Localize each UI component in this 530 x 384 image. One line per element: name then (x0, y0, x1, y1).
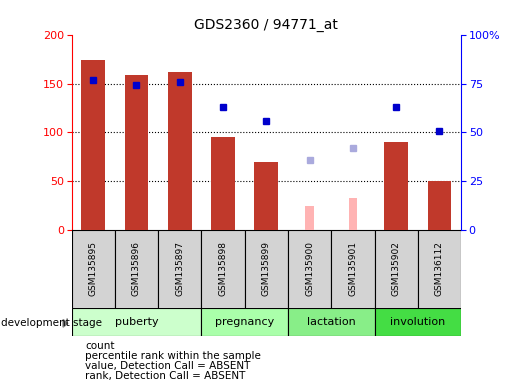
Text: percentile rank within the sample: percentile rank within the sample (85, 351, 261, 361)
Text: GSM135899: GSM135899 (262, 241, 271, 296)
Bar (428, 182, 452, 230)
Text: development stage: development stage (1, 318, 102, 328)
Text: GSM135896: GSM135896 (132, 241, 141, 296)
Text: value, Detection Call = ABSENT: value, Detection Call = ABSENT (85, 361, 251, 371)
Bar (245, 230, 288, 309)
Bar (305, 206, 314, 230)
Bar (115, 230, 158, 309)
Bar (288, 230, 331, 309)
Bar (158, 230, 201, 309)
Bar (384, 142, 408, 230)
Text: involution: involution (390, 317, 445, 327)
Bar (331, 230, 375, 309)
Bar (349, 198, 357, 230)
Text: GSM135898: GSM135898 (218, 241, 227, 296)
Text: puberty: puberty (114, 317, 158, 327)
Polygon shape (63, 319, 68, 327)
Bar (81, 60, 105, 230)
Text: rank, Detection Call = ABSENT: rank, Detection Call = ABSENT (85, 371, 246, 381)
Bar (72, 230, 115, 309)
Text: count: count (85, 341, 115, 351)
Bar (201, 308, 288, 336)
Text: GSM135900: GSM135900 (305, 241, 314, 296)
Bar (288, 308, 375, 336)
Text: GSM135897: GSM135897 (175, 241, 184, 296)
Bar (168, 72, 192, 230)
Text: lactation: lactation (307, 317, 356, 327)
Text: GSM135902: GSM135902 (392, 241, 401, 296)
Text: pregnancy: pregnancy (215, 317, 275, 327)
Text: GSM136112: GSM136112 (435, 241, 444, 296)
Title: GDS2360 / 94771_at: GDS2360 / 94771_at (195, 18, 338, 32)
Bar (375, 308, 461, 336)
Bar (254, 162, 278, 230)
Bar (72, 308, 201, 336)
Bar (201, 230, 245, 309)
Bar (125, 75, 148, 230)
Text: GSM135895: GSM135895 (89, 241, 98, 296)
Bar (375, 230, 418, 309)
Bar (211, 137, 235, 230)
Bar (418, 230, 461, 309)
Text: GSM135901: GSM135901 (348, 241, 357, 296)
